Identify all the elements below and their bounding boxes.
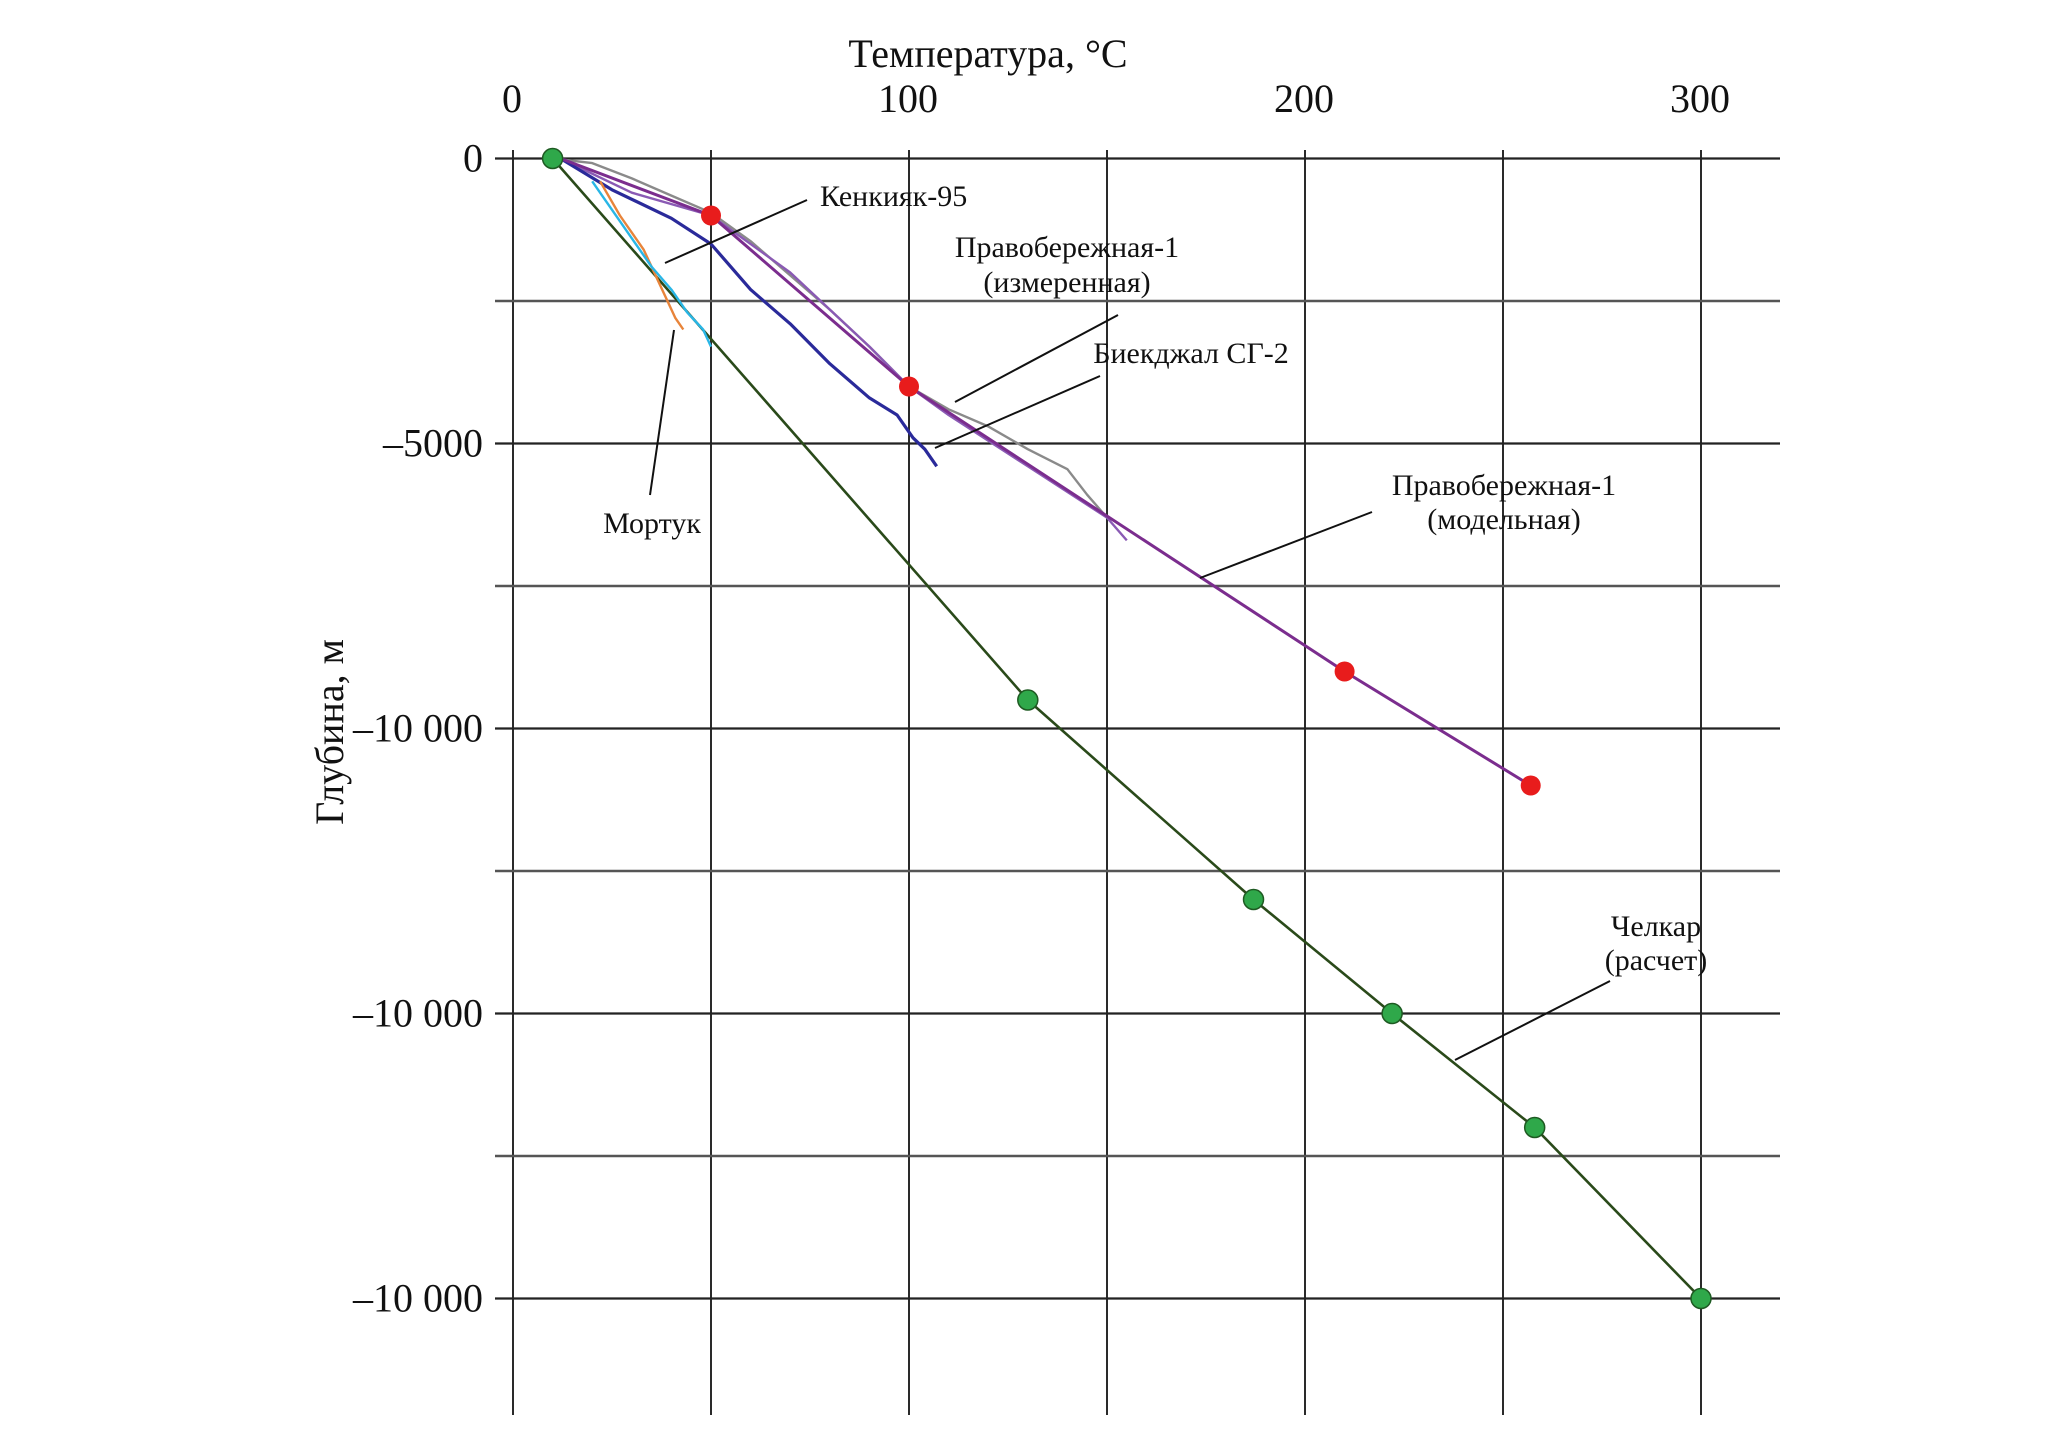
y-tick-label: 0 [463, 136, 483, 181]
series-3-marker [1334, 661, 1355, 682]
annotation-label-3: Биекджал СГ-2 [1093, 337, 1289, 370]
series-4-marker [1017, 689, 1039, 711]
y-tick-label: –5000 [382, 421, 483, 466]
annotation-leader-0 [664, 199, 808, 264]
series-3-marker [899, 376, 919, 397]
series-4-marker [1242, 888, 1265, 911]
y-tick-label: –10 000 [352, 991, 483, 1036]
grid [495, 150, 1780, 1415]
y-tick-label: –10 000 [352, 1276, 483, 1321]
series-line-2 [559, 157, 939, 468]
series-4-marker [1690, 1287, 1712, 1310]
annotation-leaders [649, 199, 1611, 1061]
y-axis-title: Глубина, м [307, 639, 352, 825]
markers-layer [541, 147, 1712, 1310]
x-tick-label: 0 [502, 76, 522, 121]
annotation-label-1: Правобережная-1 [955, 231, 1179, 264]
annotation-leader-3 [1199, 511, 1373, 579]
series-3-marker [1520, 775, 1541, 796]
annotation-leader-4 [649, 329, 675, 496]
labels-layer: 0 100 200 300 0 –5000 –10 000 –10 000 –10 000 Тем… [307, 31, 1730, 1321]
series-4-marker [1523, 1116, 1546, 1139]
annotation-label-0: Кенкияк-95 [820, 180, 967, 213]
series-line-4 [551, 157, 1702, 1300]
series-line-1 [559, 157, 1128, 542]
y-tick-label: –10 000 [352, 706, 483, 751]
annotation-label-7: Челкар [1611, 910, 1701, 943]
annotation-leader-5 [1454, 980, 1611, 1061]
annotation-label-5: (модельная) [1427, 503, 1581, 536]
series-3-marker [701, 205, 721, 226]
x-tick-label: 200 [1274, 76, 1334, 121]
x-tick-label: 300 [1670, 76, 1730, 121]
annotation-label-2: (измеренная) [983, 266, 1150, 299]
annotation-leader-2 [934, 375, 1101, 449]
series-line-6 [591, 180, 713, 348]
annotation-label-6: Мортук [603, 507, 701, 540]
x-tick-label: 100 [878, 76, 938, 121]
annotation-leader-1 [954, 314, 1119, 403]
annotation-label-8: (расчет) [1605, 944, 1708, 977]
annotation-label-4: Правобережная-1 [1392, 469, 1616, 502]
series-4-marker [1381, 1002, 1403, 1025]
x-axis-title: Температура, °C [848, 31, 1127, 76]
series-4-marker [541, 147, 564, 170]
